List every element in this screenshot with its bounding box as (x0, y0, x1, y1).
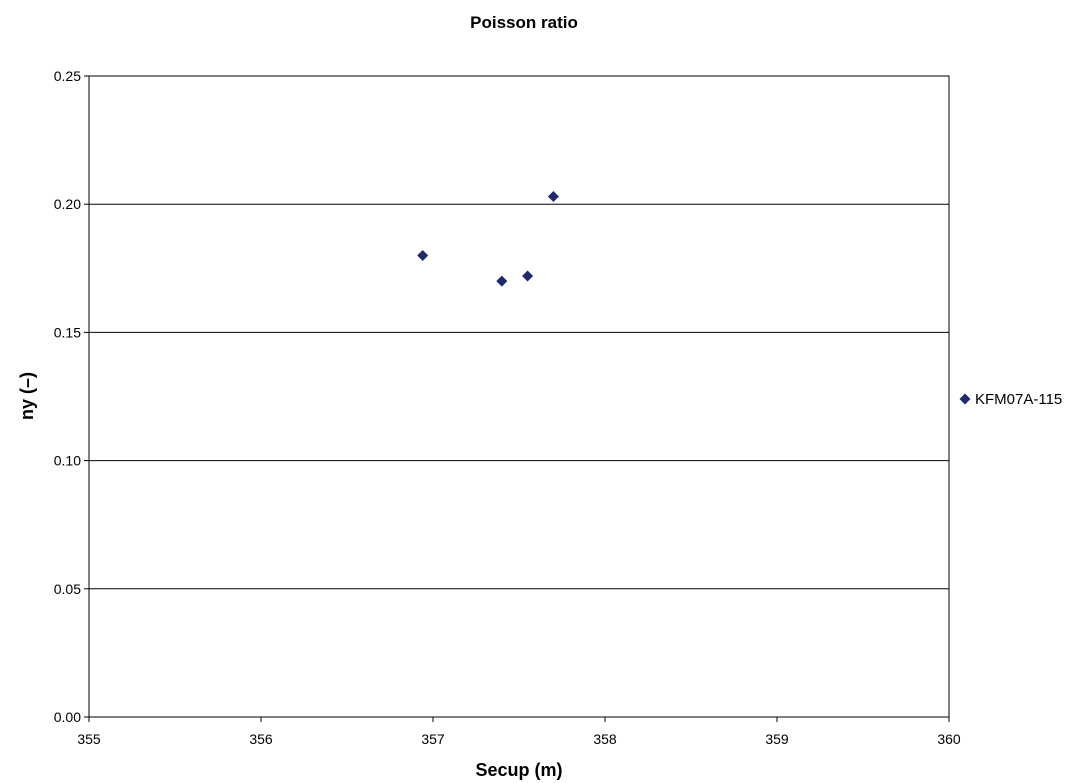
x-tick-label: 360 (937, 731, 961, 747)
gridlines (89, 203, 949, 590)
x-tick-label: 359 (765, 731, 789, 747)
legend-marker-icon (959, 393, 971, 405)
x-tick-label: 355 (77, 731, 101, 747)
data-point-diamond (547, 191, 559, 203)
plot-area-frame (88, 75, 950, 718)
y-tick-label: 0.10 (54, 453, 81, 469)
x-tick-label: 356 (249, 731, 273, 747)
data-point-diamond (417, 249, 429, 261)
legend-label: KFM07A-115 (975, 391, 1062, 408)
x-axis: 355 356 357 358 359 360 (77, 717, 961, 747)
y-tick-label: 0.25 (54, 68, 81, 84)
data-point-diamond (522, 270, 534, 282)
y-axis-label: ny (–) (17, 372, 37, 420)
y-tick-label: 0.20 (54, 196, 81, 212)
chart-title: Poisson ratio (470, 13, 578, 32)
x-tick-label: 357 (421, 731, 445, 747)
x-axis-label: Secup (m) (475, 760, 562, 780)
y-axis: 0.00 0.05 0.10 0.15 0.20 0.25 (54, 68, 89, 725)
y-tick-label: 0.05 (54, 581, 81, 597)
y-tick-label: 0.00 (54, 709, 81, 725)
data-points (417, 191, 559, 287)
x-tick-label: 358 (593, 731, 617, 747)
data-point-diamond (496, 275, 508, 287)
legend: KFM07A-115 (959, 391, 1062, 408)
y-tick-label: 0.15 (54, 324, 81, 340)
